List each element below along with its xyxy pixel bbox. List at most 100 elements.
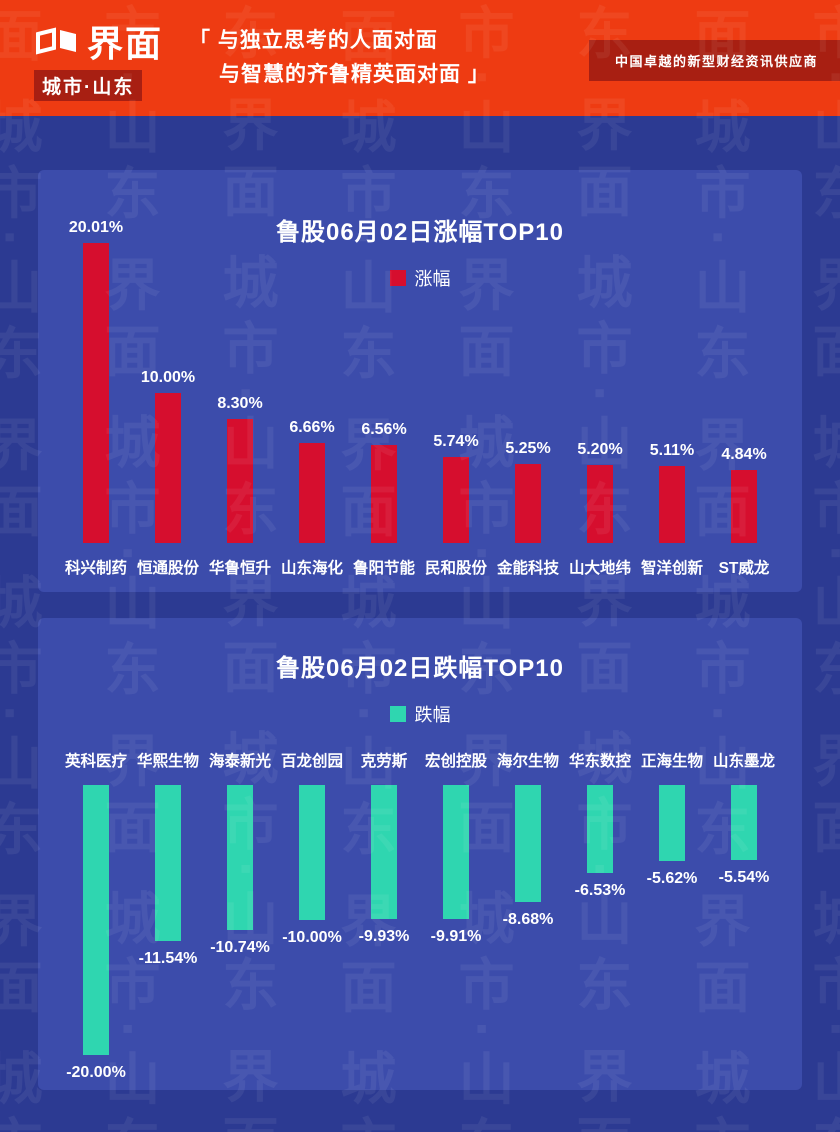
bar-value-label: 20.01% xyxy=(68,218,124,236)
bar xyxy=(587,785,613,874)
losers-plot: 英科医疗 -20.00% 华熙生物 -11.54% 海泰新光 -10.74% 百龙创园 -10… xyxy=(38,749,802,1101)
bar-value-label: -11.54% xyxy=(138,949,198,967)
bar xyxy=(659,785,685,861)
bar-column: 5.25% 金能科技 xyxy=(492,202,564,578)
gainers-panel: 鲁股06月02日涨幅TOP10 涨幅 20.01% 科兴制药 10.00% 恒通股份 8… xyxy=(38,170,802,592)
bar-column: 华熙生物 -11.54% xyxy=(132,749,204,1101)
category-label: 正海生物 xyxy=(640,753,703,770)
tagline: 「 与独立思考的人面对面 与智慧的齐鲁精英面对面 」 xyxy=(189,24,490,92)
gainers-legend: 涨幅 xyxy=(38,265,802,291)
bar-value-label: -10.74% xyxy=(210,938,270,956)
losers-legend-swatch xyxy=(389,706,406,722)
bar-column: 8.30% 华鲁恒升 xyxy=(204,202,276,578)
bar-value-label: 5.74% xyxy=(433,432,479,450)
bar-value-label: 6.56% xyxy=(361,420,407,438)
bar-value-label: 5.25% xyxy=(505,440,551,458)
bar-value-label: -20.00% xyxy=(66,1064,126,1081)
bar-column: 5.11% 智洋创新 xyxy=(636,202,708,578)
tagline-line2: 与智慧的齐鲁精英面对面 」 xyxy=(219,63,490,86)
bar-column: 20.01% 科兴制药 xyxy=(60,202,132,578)
bar-column: 华东数控 -6.53% xyxy=(564,749,636,1101)
bar xyxy=(515,785,541,903)
header: 界面 城市·山东 「 与独立思考的人面对面 与智慧的齐鲁精英面对面 」 中国卓越… xyxy=(0,0,840,116)
bar xyxy=(587,465,613,543)
bar-column: 百龙创园 -10.00% xyxy=(276,749,348,1101)
bar-column: 正海生物 -5.62% xyxy=(636,749,708,1101)
bar-value-label: 6.66% xyxy=(289,419,335,437)
category-label: 华东数控 xyxy=(568,753,631,770)
category-label: 恒通股份 xyxy=(136,560,199,577)
bar-column: 宏创控股 -9.91% xyxy=(420,749,492,1101)
bar xyxy=(443,785,469,919)
bar-value-label: 8.30% xyxy=(217,394,263,412)
category-label: 科兴制药 xyxy=(64,560,127,577)
category-label: 民和股份 xyxy=(424,560,487,577)
bar xyxy=(227,418,253,543)
logo-text: 界面 xyxy=(87,23,164,64)
category-label: 山东海化 xyxy=(280,560,343,577)
category-label: 宏创控股 xyxy=(424,753,487,770)
bar-value-label: -9.93% xyxy=(358,928,410,946)
bar xyxy=(299,443,325,543)
category-label: 山东墨龙 xyxy=(712,753,775,770)
bar xyxy=(515,464,541,543)
bar-value-label: 4.84% xyxy=(721,446,767,464)
bar xyxy=(155,393,181,543)
watermark-text: 界面 城市·山东 界面 城市·山东 界面 城市·山东 界面 城市·山东 界面 城… xyxy=(796,0,840,1132)
bar-value-label: 10.00% xyxy=(140,369,196,386)
bar xyxy=(155,785,181,941)
bar-value-label: -6.53% xyxy=(574,882,626,900)
bar-value-label: -8.68% xyxy=(502,911,554,929)
bar xyxy=(731,785,757,860)
bar-column: 10.00% 恒通股份 xyxy=(132,202,204,578)
bar-column: 5.20% 山大地纬 xyxy=(564,202,636,578)
category-label: 华鲁恒升 xyxy=(208,560,271,577)
gainers-title: 鲁股06月02日涨幅TOP10 xyxy=(276,219,564,246)
bar-column: 6.56% 鲁阳节能 xyxy=(348,202,420,578)
bar xyxy=(227,785,253,930)
jiemian-logo: 界面 城市·山东 xyxy=(34,15,163,101)
bar xyxy=(371,785,397,920)
category-label: 山大地纬 xyxy=(568,560,631,577)
bar xyxy=(443,456,469,543)
category-label: 金能科技 xyxy=(496,560,559,577)
bar xyxy=(299,785,325,920)
category-label: 克劳斯 xyxy=(360,753,408,770)
category-label: ST威龙 xyxy=(718,560,770,577)
bar-column: 6.66% 山东海化 xyxy=(276,202,348,578)
category-label: 智洋创新 xyxy=(640,560,703,577)
bar xyxy=(659,466,685,543)
bar-value-label: 5.11% xyxy=(649,442,695,460)
bar-value-label: -9.91% xyxy=(430,927,482,945)
jiemian-logo-top: 界面 xyxy=(34,15,163,67)
gainers-legend-swatch xyxy=(389,270,406,286)
bar xyxy=(731,470,757,543)
category-label: 海尔生物 xyxy=(496,753,559,770)
gainers-plot: 20.01% 科兴制药 10.00% 恒通股份 8.30% 华鲁恒升 6.66% 山东海化 6.… xyxy=(60,202,780,578)
bar-column: 克劳斯 -9.93% xyxy=(348,749,420,1101)
bar xyxy=(83,242,109,543)
bar-column: 山东墨龙 -5.54% xyxy=(708,749,780,1101)
jiemian-logo-icon xyxy=(36,27,76,55)
category-label: 百龙创园 xyxy=(280,753,343,770)
header-slogan-badge: 中国卓越的新型财经资讯供应商 xyxy=(588,40,840,81)
bar xyxy=(83,785,109,1055)
bar-column: 海泰新光 -10.74% xyxy=(204,749,276,1101)
bar-value-label: 5.20% xyxy=(577,441,623,458)
bar-value-label: -10.00% xyxy=(282,929,342,946)
bar-value-label: -5.62% xyxy=(646,869,698,887)
bar-column: 英科医疗 -20.00% xyxy=(60,749,132,1101)
category-label: 华熙生物 xyxy=(136,753,199,770)
bar xyxy=(371,444,397,543)
tagline-line1: 「 与独立思考的人面对面 xyxy=(189,29,438,52)
losers-legend: 跌幅 xyxy=(38,701,802,727)
bar-column: 5.74% 民和股份 xyxy=(420,202,492,578)
category-label: 海泰新光 xyxy=(208,753,271,770)
bar-column: 4.84% ST威龙 xyxy=(708,202,780,578)
losers-legend-label: 跌幅 xyxy=(414,705,451,725)
losers-panel: 鲁股06月02日跌幅TOP10 跌幅 英科医疗 -20.00% 华熙生物 -11.54… xyxy=(38,618,802,1090)
losers-title: 鲁股06月02日跌幅TOP10 xyxy=(276,655,564,682)
bar-column: 海尔生物 -8.68% xyxy=(492,749,564,1101)
gainers-legend-label: 涨幅 xyxy=(414,269,451,289)
